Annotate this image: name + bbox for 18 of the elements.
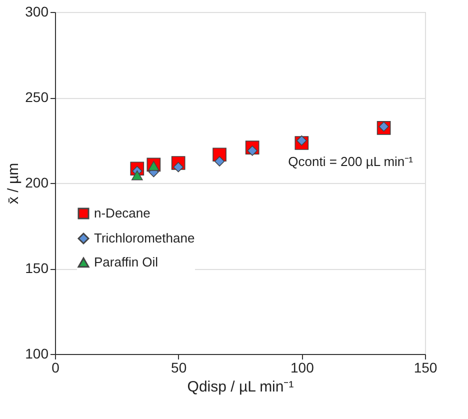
x-tick-label: 0 [52, 360, 60, 376]
legend-label: n-Decane [94, 206, 150, 220]
x-tick-label: 100 [290, 360, 314, 376]
y-tick-label: 100 [25, 346, 49, 362]
x-tick-label: 150 [414, 360, 438, 376]
legend-label: Paraffin Oil [94, 254, 158, 270]
point [131, 170, 143, 180]
legend-label: Trichloromethane [94, 230, 195, 246]
point [214, 156, 225, 166]
y-axis-title: x̄ / µm [5, 162, 22, 204]
annotation: Qconti = 200 µL min⁻¹ [288, 154, 414, 169]
y-tick-label: 250 [25, 89, 49, 105]
x-axis-title: Qdisp / µL min⁻¹ [187, 378, 294, 396]
y-tick-label: 200 [25, 174, 49, 190]
point [148, 160, 160, 171]
x-tick-label: 50 [171, 360, 187, 376]
y-tick-label: 150 [25, 260, 49, 276]
y-tick-label: 300 [25, 4, 49, 20]
